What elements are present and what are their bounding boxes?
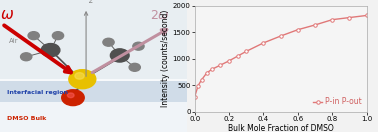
- Circle shape: [129, 63, 140, 71]
- P-in P-out: [209, 69, 214, 70]
- P-in P-out: [218, 64, 223, 66]
- Bar: [0, 0, 187, 82]
- Circle shape: [133, 42, 144, 50]
- P-in P-out: [199, 79, 204, 81]
- Circle shape: [41, 44, 60, 57]
- P-in P-out: [192, 96, 197, 98]
- P-in P-out: [296, 29, 300, 30]
- Circle shape: [110, 49, 129, 62]
- P-in P-out: [347, 17, 352, 18]
- P-in P-out: [261, 42, 266, 44]
- Circle shape: [28, 32, 39, 40]
- P-in P-out: [227, 60, 231, 62]
- X-axis label: Bulk Mole Fraction of DMSO: Bulk Mole Fraction of DMSO: [228, 124, 333, 132]
- Text: z: z: [88, 0, 92, 5]
- Legend: P-in P-out: P-in P-out: [311, 96, 363, 108]
- P-in P-out: [278, 35, 283, 37]
- Circle shape: [20, 53, 32, 61]
- P-in P-out: [364, 15, 369, 16]
- Text: $2\omega$: $2\omega$: [150, 9, 170, 22]
- P-in P-out: [196, 85, 200, 86]
- Text: DMSO Bulk: DMSO Bulk: [8, 116, 47, 121]
- Text: $\omega$: $\omega$: [0, 7, 14, 22]
- Circle shape: [67, 93, 74, 98]
- Circle shape: [103, 38, 114, 46]
- P-in P-out: [313, 24, 317, 26]
- Bar: [0, 102, 187, 132]
- P-in P-out: [235, 55, 240, 57]
- P-in P-out: [330, 19, 335, 20]
- Circle shape: [53, 32, 64, 40]
- P-in P-out: [204, 72, 209, 74]
- Text: Interfacial region: Interfacial region: [8, 90, 68, 95]
- Y-axis label: Intensity (counts/second): Intensity (counts/second): [161, 10, 170, 107]
- Line: P-in P-out: P-in P-out: [193, 14, 369, 98]
- Circle shape: [69, 70, 96, 89]
- P-in P-out: [244, 51, 249, 52]
- Circle shape: [62, 90, 84, 106]
- Bar: [0, 79, 187, 103]
- Text: Air: Air: [9, 38, 19, 44]
- Circle shape: [75, 73, 84, 79]
